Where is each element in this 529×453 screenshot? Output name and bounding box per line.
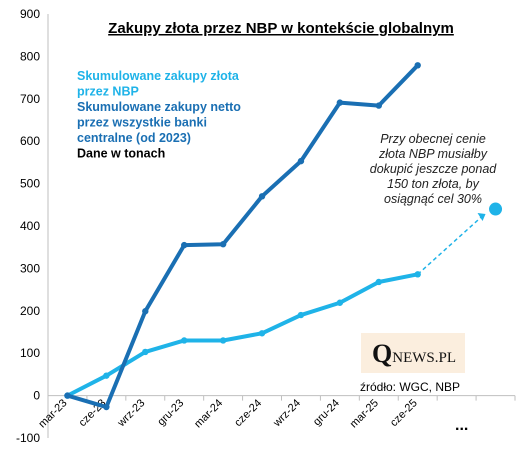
source-note: źródło: WGC, NBP bbox=[360, 380, 460, 394]
y-tick-label: 300 bbox=[20, 261, 40, 275]
target-point bbox=[489, 202, 503, 216]
y-tick-label: 500 bbox=[20, 177, 40, 191]
y-tick-label: 200 bbox=[20, 304, 40, 318]
x-tick-label: mar-24 bbox=[192, 397, 225, 430]
annotation-line: 150 ton złota, by bbox=[387, 177, 479, 191]
series-line-2 bbox=[65, 63, 420, 410]
x-tick-label: gru-23 bbox=[155, 397, 186, 428]
ellipsis: ... bbox=[455, 417, 468, 434]
series-layer bbox=[64, 62, 503, 411]
series-1-point bbox=[258, 330, 266, 337]
y-tick-label: 400 bbox=[20, 219, 40, 233]
logo-box bbox=[361, 333, 465, 373]
y-tick-label: 800 bbox=[20, 49, 40, 63]
y-tick-label: -100 bbox=[16, 431, 40, 445]
series-1-point bbox=[414, 271, 421, 278]
legend-line: Dane w tonach bbox=[77, 147, 165, 161]
series-1-point bbox=[297, 311, 305, 319]
y-tick-label: 0 bbox=[33, 389, 40, 403]
legend-line: przez NBP bbox=[77, 85, 139, 99]
legend-line: centralne (od 2023) bbox=[77, 131, 191, 145]
logo-rest: NEWS.PL bbox=[392, 350, 456, 366]
legend-line: Skumulowane zakupy złota bbox=[77, 69, 240, 83]
y-tick-label: 600 bbox=[20, 134, 40, 148]
x-tick-label: gru-24 bbox=[311, 397, 342, 428]
series-1-point bbox=[103, 372, 110, 379]
series-1-point bbox=[375, 278, 382, 286]
y-tick-label: 700 bbox=[20, 92, 40, 106]
series-2-point bbox=[181, 241, 188, 249]
legend-line: przez wszystkie banki bbox=[77, 116, 207, 130]
logo: QNEWS.PL bbox=[361, 333, 465, 373]
legend: Skumulowane zakupy złota przez NBPSkumulo… bbox=[77, 69, 241, 161]
chart-title: Zakupy złota przez NBP w kontekście glob… bbox=[108, 20, 454, 37]
x-tick-label: wrz-23 bbox=[115, 397, 148, 430]
projection-arrowhead bbox=[477, 213, 486, 222]
series-2-point bbox=[414, 62, 421, 69]
annotation-line: złota NBP musiałby bbox=[378, 147, 488, 161]
series-2-point bbox=[219, 241, 227, 248]
series-2-point bbox=[103, 403, 110, 411]
series-2-point bbox=[336, 99, 344, 106]
series-1-point bbox=[181, 337, 188, 344]
x-tick-label: cze-25 bbox=[388, 397, 420, 429]
annotation-line: osiągnąć cel 30% bbox=[384, 192, 482, 206]
y-tick-label: 900 bbox=[20, 7, 40, 21]
annotation-line: Przy obecnej cenie bbox=[380, 132, 486, 146]
x-tick-label: mar-23 bbox=[36, 397, 69, 430]
y-tick-labels: -100 0 100 200 300 400 500 600 700 800 900 bbox=[16, 7, 40, 445]
series-1-point bbox=[142, 348, 149, 356]
series-2-point bbox=[64, 392, 71, 399]
series-2-point bbox=[297, 157, 305, 165]
projection-line bbox=[417, 214, 485, 275]
series-2-point bbox=[142, 308, 149, 315]
x-tick-label: cze-24 bbox=[232, 397, 264, 429]
x-tick-label: mar-25 bbox=[348, 397, 381, 430]
series-1-point bbox=[219, 337, 227, 344]
legend-line: Skumulowane zakupy netto bbox=[77, 100, 241, 114]
x-tick-label: wrz-24 bbox=[271, 397, 304, 430]
series-1-point bbox=[336, 299, 344, 306]
annotation-line: dokupić jeszcze ponad bbox=[370, 162, 498, 176]
y-tick-label: 100 bbox=[20, 346, 40, 360]
logo-text: QNEWS.PL bbox=[372, 339, 456, 368]
series-2-point bbox=[258, 193, 266, 200]
logo-initial: Q bbox=[372, 339, 392, 368]
series-2-point bbox=[375, 102, 382, 109]
